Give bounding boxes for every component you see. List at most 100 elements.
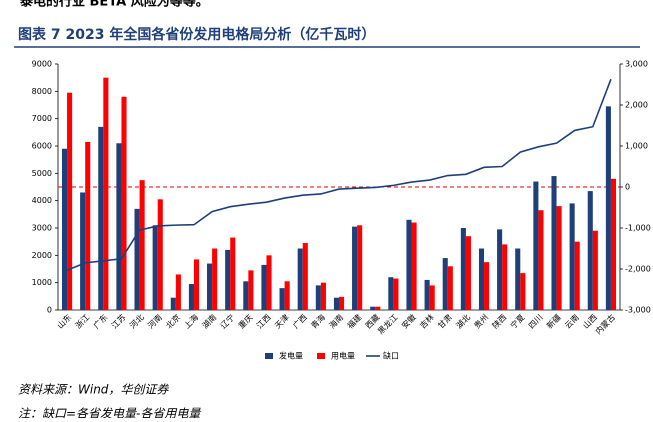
x-tick-label: 河北 — [127, 312, 145, 330]
bar — [80, 192, 86, 310]
top-text: 泰电的行业 BETA 风险为等等。 — [19, 0, 209, 10]
y2-tick-label: -3,000 — [625, 306, 651, 315]
gap-line — [66, 78, 612, 271]
y-tick-label: 8000 — [32, 87, 52, 96]
y-tick-label: 6000 — [32, 142, 52, 151]
bar — [484, 262, 490, 310]
x-tick-label: 安徽 — [399, 312, 417, 330]
x-tick-label: 福建 — [345, 312, 363, 330]
x-tick-label: 江苏 — [109, 312, 127, 330]
bar — [193, 259, 200, 310]
legend-label: 缺口 — [383, 351, 399, 361]
bar — [61, 148, 68, 310]
x-tick-label: 北京 — [164, 312, 182, 330]
bar — [333, 297, 339, 310]
x-tick-label: 重庆 — [236, 312, 254, 330]
x-tick-label: 甘肃 — [436, 312, 454, 330]
bar — [556, 206, 562, 310]
x-tick-label: 广东 — [91, 312, 109, 330]
x-tick-label: 黑龙江 — [376, 312, 400, 336]
legend-label: 用电量 — [331, 351, 355, 361]
x-tick-label: 贵州 — [472, 312, 490, 330]
bar — [116, 143, 122, 310]
note: 注：缺口=各省发电量-各省用电量 — [18, 407, 201, 419]
y2-tick-label: -2,000 — [625, 265, 651, 274]
x-tick-label: 湖北 — [454, 313, 472, 331]
x-tick-label: 内蒙古 — [593, 312, 617, 336]
bar — [67, 92, 73, 310]
bar — [610, 178, 617, 310]
y2-tick-label: 2,000 — [625, 101, 648, 110]
bar — [429, 285, 435, 310]
bar — [592, 230, 598, 310]
x-tick-label: 陕西 — [490, 312, 508, 330]
x-tick-label: 江西 — [255, 313, 273, 331]
bar — [605, 106, 611, 310]
bar — [315, 285, 321, 310]
bar — [139, 180, 145, 310]
x-tick-label: 天津 — [272, 312, 290, 330]
bar — [302, 243, 308, 310]
y-tick-label: 4000 — [32, 196, 52, 205]
bar — [388, 277, 394, 310]
bar — [134, 208, 140, 310]
bar — [188, 284, 194, 310]
y-tick-label: 5000 — [32, 169, 52, 178]
bar — [502, 244, 508, 310]
bar — [243, 281, 249, 310]
bar — [447, 266, 453, 310]
bar — [175, 274, 181, 310]
bar — [207, 263, 213, 310]
bar — [574, 241, 580, 310]
chart-title: 图表 7 2023 年全国各省份发用电格局分析（亿千瓦时） — [18, 26, 375, 43]
bar — [266, 255, 272, 310]
legend-swatch — [317, 353, 325, 359]
x-tick-label: 湖南 — [200, 312, 218, 330]
bar — [284, 281, 290, 310]
bar — [279, 288, 285, 310]
bar — [212, 248, 218, 310]
x-tick-label: 浙江 — [73, 312, 91, 330]
bar — [297, 248, 303, 310]
bar — [393, 278, 399, 310]
bar — [551, 176, 557, 310]
x-tick-label: 云南 — [562, 312, 580, 330]
x-tick-label: 青海 — [309, 312, 327, 330]
y2-tick-label: 3,000 — [625, 60, 648, 69]
bar — [538, 210, 544, 310]
bar — [478, 248, 485, 310]
bar — [465, 236, 471, 310]
bar — [497, 229, 503, 310]
bar — [339, 296, 345, 310]
bar — [406, 219, 412, 310]
x-tick-label: 广西 — [291, 312, 309, 330]
bar — [85, 141, 91, 310]
bar — [515, 248, 521, 310]
x-tick-label: 四川 — [527, 313, 545, 331]
legend-swatch — [265, 353, 273, 359]
bar — [225, 249, 231, 310]
bar — [121, 96, 127, 310]
bar — [424, 279, 430, 310]
bar — [533, 181, 539, 310]
bar — [98, 126, 104, 310]
bar — [370, 306, 376, 310]
bar — [352, 226, 358, 310]
x-tick-label: 新疆 — [544, 312, 562, 330]
bar — [248, 270, 254, 310]
bar — [261, 264, 267, 310]
bar — [442, 258, 448, 310]
bar — [157, 199, 163, 310]
y2-tick-label: 1,000 — [625, 142, 648, 151]
x-tick-label: 河南 — [146, 312, 164, 330]
x-tick-label: 山东 — [55, 312, 73, 330]
y-tick-label: 3000 — [32, 224, 52, 233]
x-tick-label: 上海 — [182, 312, 200, 330]
bar — [170, 297, 176, 310]
bar — [569, 203, 575, 310]
y-tick-label: 0 — [47, 306, 52, 315]
x-tick-label: 辽宁 — [218, 312, 236, 330]
bar — [103, 77, 109, 311]
